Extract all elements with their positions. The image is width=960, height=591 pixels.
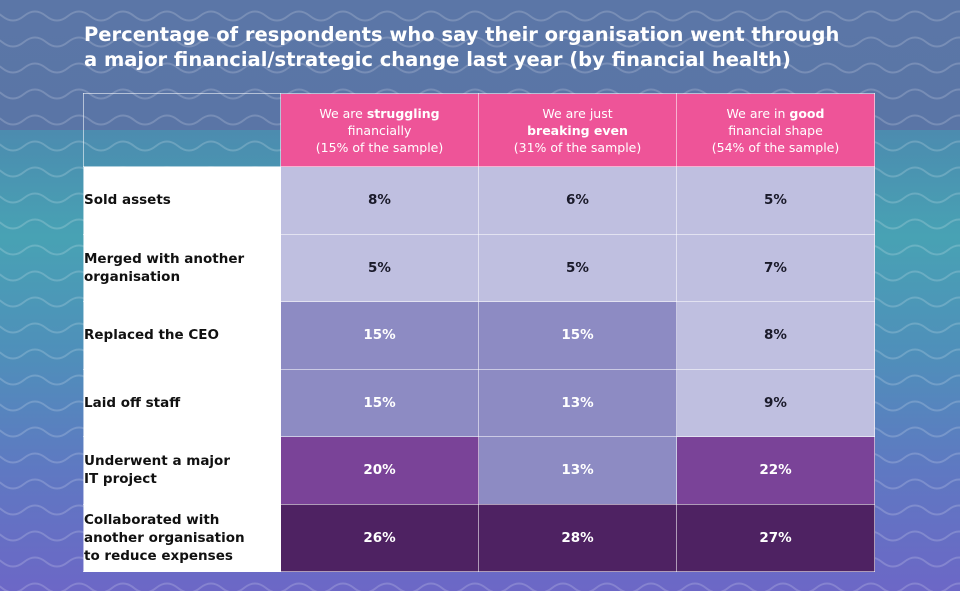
- chart-title-line-1: Percentage of respondents who say their …: [84, 23, 840, 46]
- value-cell: 9%: [676, 368, 875, 437]
- row-label-line: another organisation: [84, 529, 245, 546]
- row-label: Sold assets: [83, 166, 281, 235]
- column-header-good-shape: We are in good financial shape (54% of t…: [676, 93, 875, 167]
- value-cell: 5%: [676, 166, 875, 235]
- value-cell: 5%: [280, 233, 479, 302]
- value-cell: 26%: [280, 503, 479, 572]
- row-label-line: Replaced the CEO: [84, 327, 219, 344]
- column-header-text: We are: [319, 105, 367, 121]
- row-label-line: Merged with another: [84, 250, 245, 267]
- column-header-sample: (15% of the sample): [315, 139, 444, 155]
- row-label: Merged with another organisation: [83, 233, 281, 302]
- table-row: Underwent a major IT project 20% 13% 22%: [83, 436, 875, 505]
- column-header-sample: (31% of the sample): [513, 139, 642, 155]
- table-body: Sold assets 8% 6% 5% Merged with another orga…: [83, 166, 875, 572]
- value-cell: 8%: [280, 166, 479, 235]
- column-header-sample: (54% of the sample): [711, 139, 840, 155]
- row-label: Replaced the CEO: [83, 301, 281, 370]
- row-label-line: organisation: [84, 268, 181, 285]
- column-header-text: financially: [347, 122, 412, 138]
- value-cell: 13%: [478, 368, 677, 437]
- table-row: Replaced the CEO 15% 15% 8%: [83, 301, 875, 370]
- table-row: Merged with another organisation 5% 5% 7%: [83, 233, 875, 302]
- chart-title: Percentage of respondents who say their …: [84, 22, 884, 72]
- value-cell: 7%: [676, 233, 875, 302]
- value-cell: 6%: [478, 166, 677, 235]
- column-header-bold: breaking even: [527, 122, 628, 138]
- row-label-line: Laid off staff: [84, 394, 181, 411]
- value-cell: 15%: [280, 301, 479, 370]
- column-header-breaking-even: We are just breaking even (31% of the sa…: [478, 93, 677, 167]
- table-row: Sold assets 8% 6% 5%: [83, 166, 875, 235]
- value-cell: 15%: [478, 301, 677, 370]
- data-table: We are struggling financially (15% of th…: [83, 93, 875, 572]
- table-corner: [83, 93, 281, 167]
- column-header-text: We are just: [542, 105, 613, 121]
- wave-line: [0, 62, 960, 74]
- row-label: Collaborated with another organisation to …: [83, 503, 281, 572]
- value-cell: 8%: [676, 301, 875, 370]
- value-cell: 15%: [280, 368, 479, 437]
- row-label-line: to reduce expenses: [84, 547, 233, 564]
- table-header-row: We are struggling financially (15% of th…: [83, 93, 875, 167]
- wave-line: [0, 582, 960, 591]
- value-cell: 5%: [478, 233, 677, 302]
- row-label: Underwent a major IT project: [83, 436, 281, 505]
- wave-line: [0, 36, 960, 48]
- row-label: Laid off staff: [83, 368, 281, 437]
- row-label-line: Collaborated with: [84, 511, 220, 528]
- value-cell: 28%: [478, 503, 677, 572]
- chart-title-line-2: a major financial/strategic change last …: [84, 48, 791, 71]
- value-cell: 22%: [676, 436, 875, 505]
- column-header-text: financial shape: [728, 122, 823, 138]
- value-cell: 13%: [478, 436, 677, 505]
- value-cell: 20%: [280, 436, 479, 505]
- table-row: Collaborated with another organisation to …: [83, 503, 875, 572]
- row-label-line: IT project: [84, 471, 157, 488]
- table-row: Laid off staff 15% 13% 9%: [83, 368, 875, 437]
- wave-line: [0, 10, 960, 22]
- value-cell: 27%: [676, 503, 875, 572]
- column-header-struggling: We are struggling financially (15% of th…: [280, 93, 479, 167]
- column-header-text: We are in: [726, 105, 790, 121]
- column-header-bold: struggling: [366, 105, 440, 121]
- row-label-line: Underwent a major: [84, 453, 230, 470]
- row-label-line: Sold assets: [84, 192, 171, 209]
- column-header-bold: good: [789, 105, 825, 121]
